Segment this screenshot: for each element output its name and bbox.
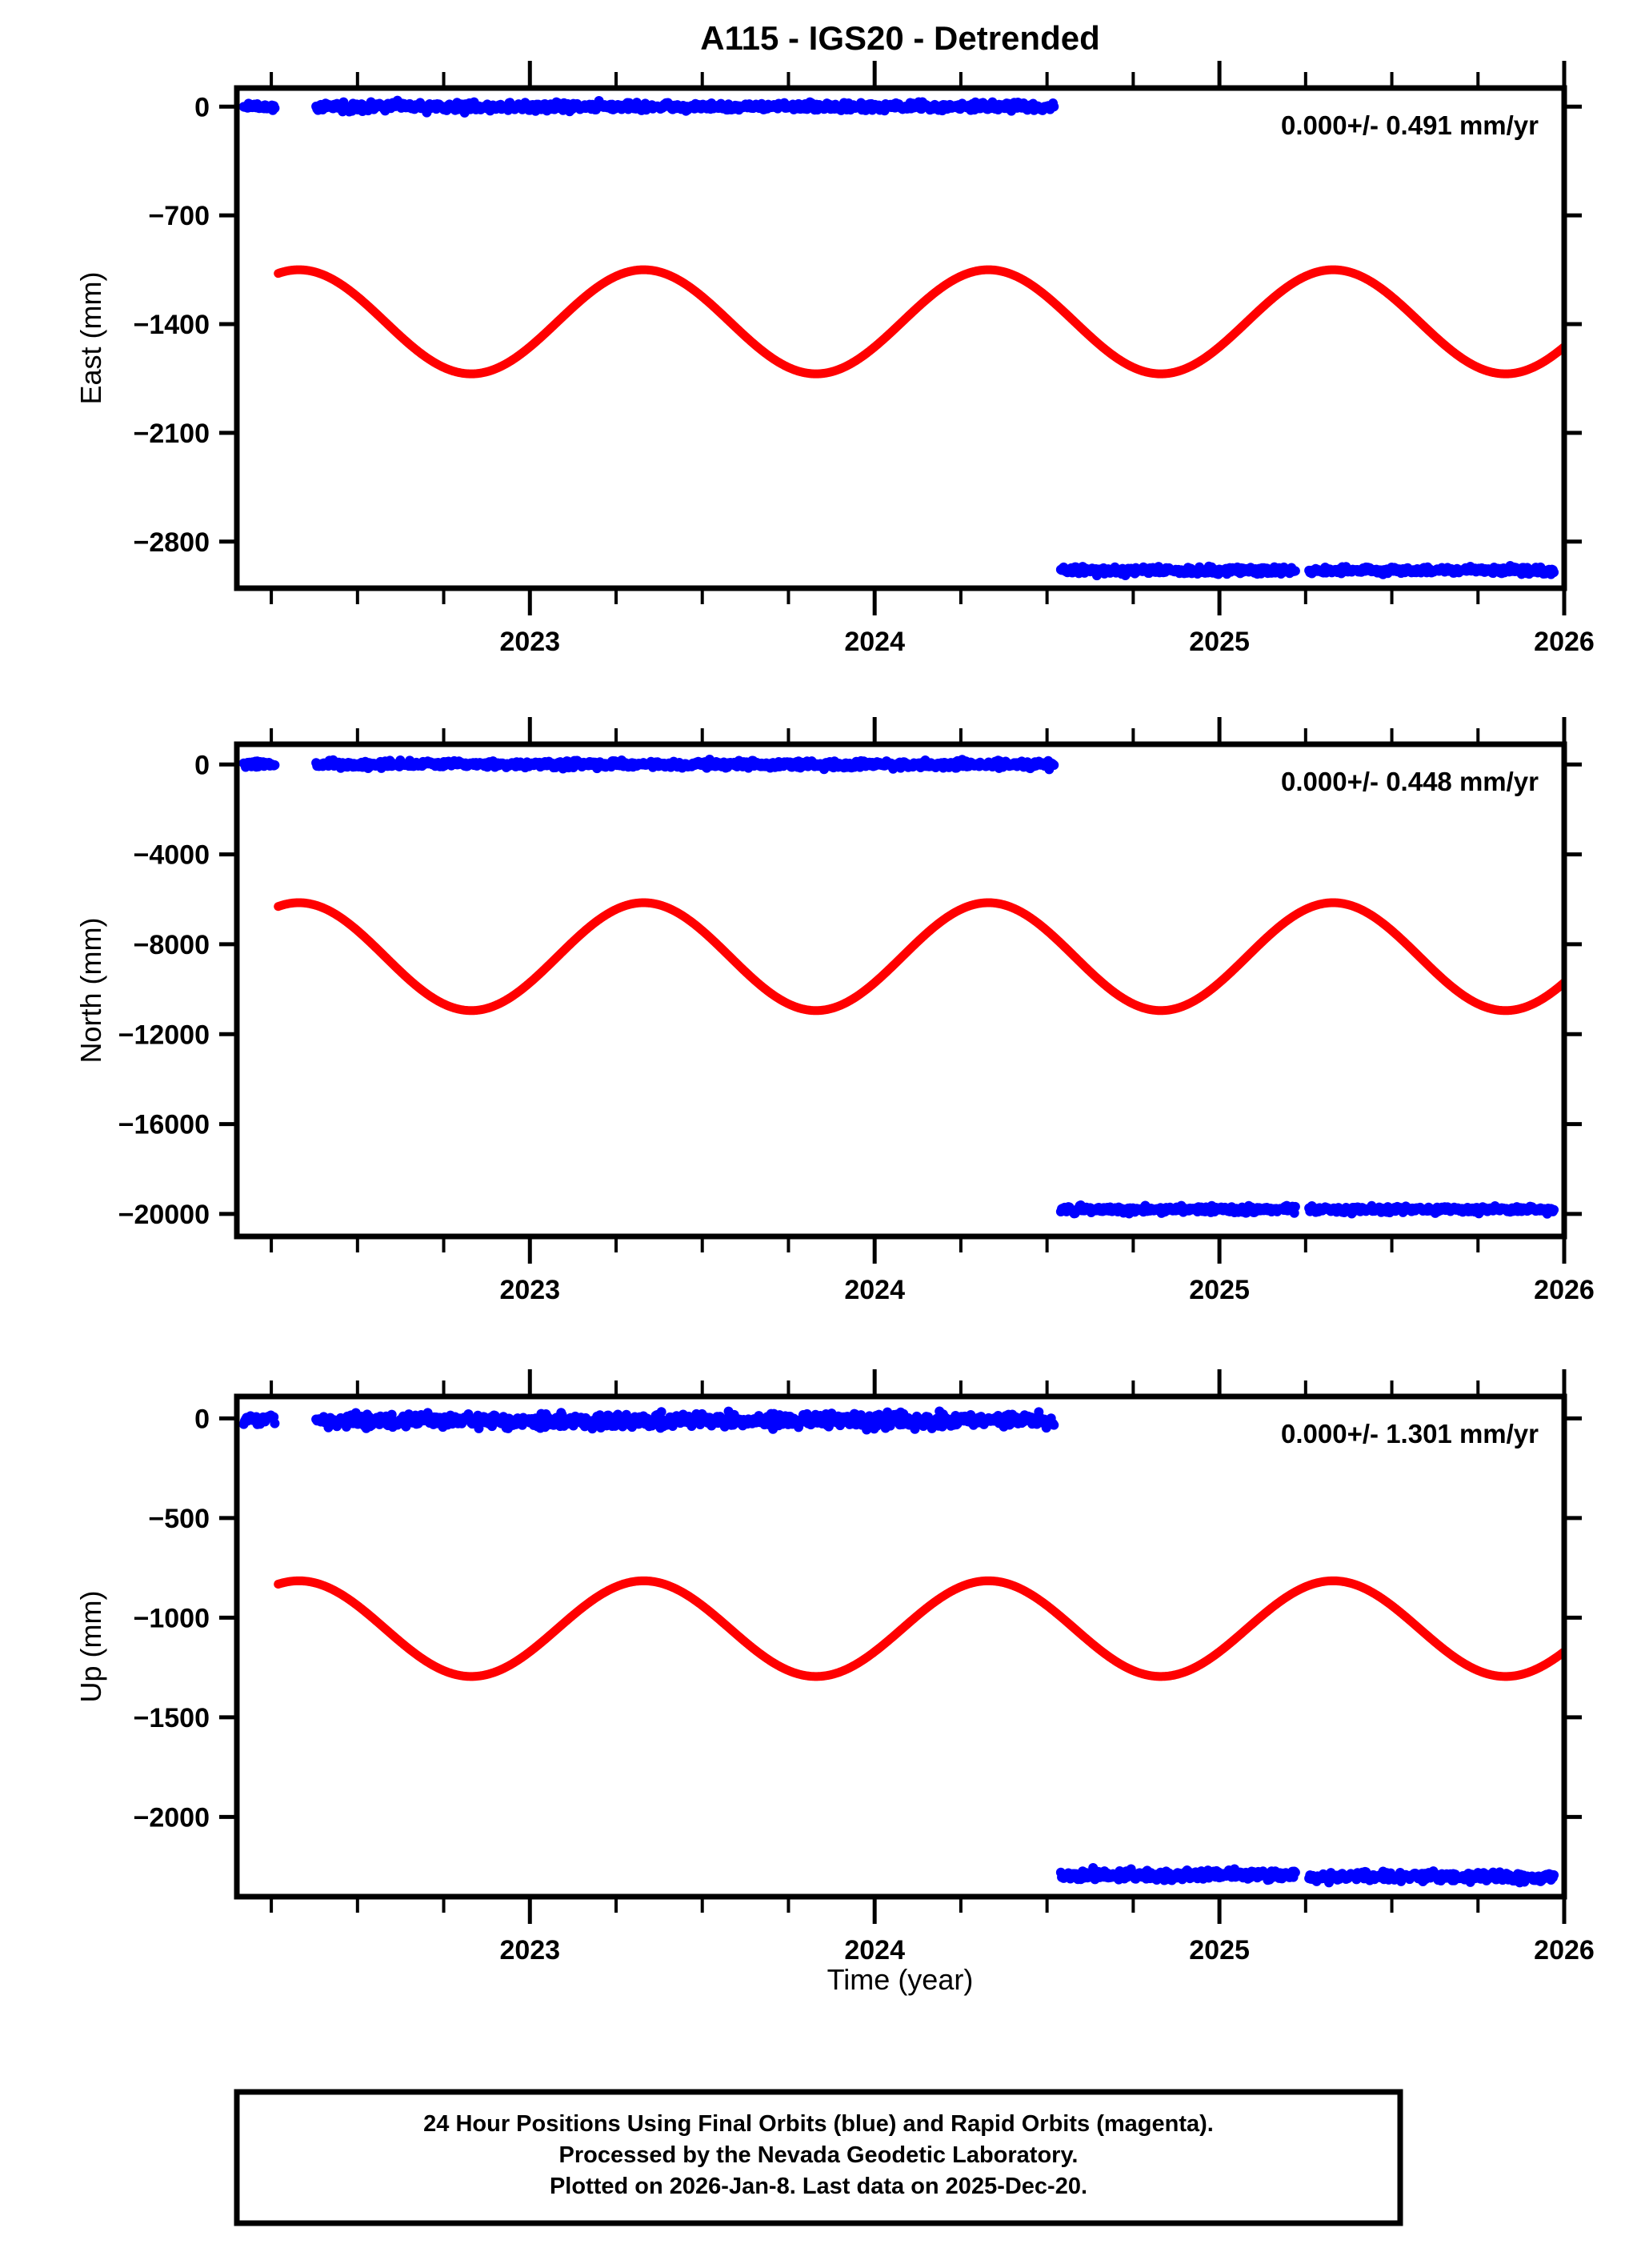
x-tick-label: 2024: [844, 1275, 905, 1305]
y-tick-label: −700: [148, 201, 210, 231]
scatter-series: [238, 95, 1559, 581]
y-tick-label: −1000: [134, 1603, 210, 1633]
plot-data-area: [238, 95, 1564, 581]
plot-frame: [234, 85, 1567, 591]
rate-annotation: 0.000+/- 1.301 mm/yr: [1281, 1419, 1539, 1449]
y-tick-label: −1400: [134, 310, 210, 340]
y-tick-label: −2800: [134, 527, 210, 558]
y-tick-label: −2100: [134, 419, 210, 449]
model-curve: [274, 1576, 1564, 1681]
model-curve: [274, 265, 1564, 379]
x-tick-label: 2023: [499, 1935, 560, 1965]
y-tick-label: 0: [194, 92, 210, 122]
x-axis-label: Time (year): [827, 1963, 974, 1996]
x-tick-label: 2026: [1534, 627, 1595, 657]
y-tick-label: −500: [148, 1504, 210, 1534]
scatter-series: [238, 754, 1559, 1219]
y-axis-label: North (mm): [74, 918, 107, 1064]
plot-data-area: [238, 754, 1564, 1219]
scatter-series: [238, 1406, 1559, 1888]
x-tick-label: 2023: [499, 627, 560, 657]
page-title: A115 - IGS20 - Detrended: [700, 19, 1100, 57]
y-axis-label: East (mm): [74, 272, 107, 405]
model-curve: [274, 898, 1564, 1016]
x-tick-label: 2024: [844, 1935, 905, 1965]
panel-up: 0 −500 −1000 −1500 −2000 2023 2024 2025 2026 Up (…: [74, 1369, 1595, 1965]
caption-box: 24 Hour Positions Using Final Orbits (bl…: [234, 2089, 1403, 2226]
x-tick-label: 2026: [1534, 1935, 1595, 1965]
y-tick-label: −1500: [134, 1703, 210, 1733]
x-tick-label: 2026: [1534, 1275, 1595, 1305]
y-tick-label: 0: [194, 1404, 210, 1434]
y-tick-label: −4000: [134, 840, 210, 871]
panel-north: 0 −4000 −8000 −12000 −16000 −20000 2023 2024 202…: [74, 717, 1595, 1305]
y-tick-label: −2000: [134, 1802, 210, 1833]
caption-line-3: Plotted on 2026-Jan-8. Last data on 2025…: [550, 2174, 1087, 2199]
y-tick-label: −12000: [118, 1020, 210, 1050]
y-tick-label: −8000: [134, 930, 210, 960]
y-tick-label: 0: [194, 750, 210, 780]
y-tick-label: −20000: [118, 1200, 210, 1230]
x-tick-label: 2025: [1189, 1275, 1250, 1305]
y-axis-label: Up (mm): [74, 1591, 107, 1703]
y-tick-label: −16000: [118, 1110, 210, 1140]
x-tick-label: 2025: [1189, 627, 1250, 657]
caption-line-2: Processed by the Nevada Geodetic Laborat…: [559, 2142, 1079, 2168]
plot-frame: [234, 741, 1567, 1240]
rate-annotation: 0.000+/- 0.491 mm/yr: [1281, 110, 1539, 140]
x-tick-label: 2024: [844, 627, 905, 657]
x-tick-label: 2023: [499, 1275, 560, 1305]
plot-data-area: [238, 1406, 1564, 1888]
plot-frame: [234, 1393, 1567, 1900]
rate-annotation: 0.000+/- 0.448 mm/yr: [1281, 767, 1539, 796]
caption-box-border: [234, 2089, 1403, 2226]
caption-line-1: 24 Hour Positions Using Final Orbits (bl…: [423, 2111, 1214, 2137]
panel-east: 0 −700 −1400 −2100 −2800 2023 2024 2025 2026 East…: [74, 61, 1595, 657]
x-tick-label: 2025: [1189, 1935, 1250, 1965]
